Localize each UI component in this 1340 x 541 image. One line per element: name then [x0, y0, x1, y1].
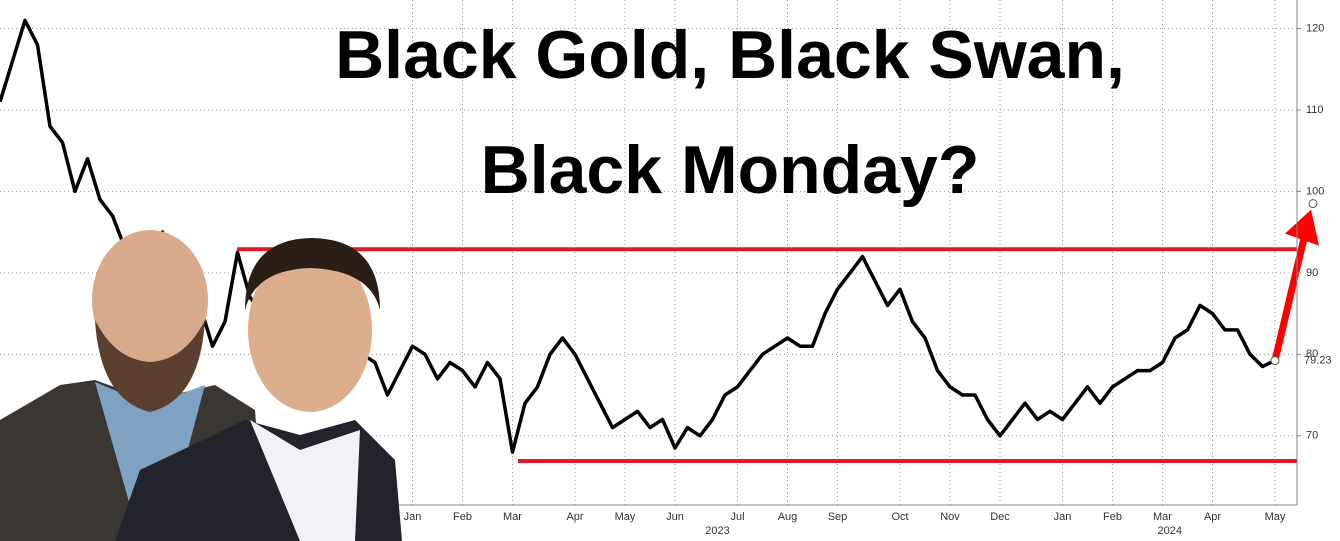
- x-tick-label: Dec: [990, 511, 1010, 523]
- y-tick-label: 100: [1306, 185, 1324, 197]
- photo-right-person: [115, 238, 402, 541]
- x-tick-label: Apr: [566, 511, 583, 523]
- x-tick-label: May: [1265, 511, 1286, 523]
- x-tick-label: Jul: [730, 511, 744, 523]
- arrow-head: [1285, 209, 1319, 246]
- x-tick-label: Jan: [1054, 511, 1072, 523]
- x-tick-label: Mar: [1153, 511, 1172, 523]
- x-tick-label: Apr: [1204, 511, 1221, 523]
- x-tick-label: Mar: [503, 511, 522, 523]
- last-value-label: 79.23: [1304, 354, 1332, 366]
- x-year-label: 2024: [1158, 525, 1182, 537]
- y-tick-label: 110: [1306, 104, 1324, 116]
- x-tick-label: Nov: [940, 511, 960, 523]
- y-tick-label: 120: [1306, 22, 1324, 34]
- hair: [245, 238, 380, 310]
- head: [92, 230, 208, 370]
- x-year-label: 2023: [705, 525, 729, 537]
- y-tick-label: 80: [1306, 348, 1318, 360]
- arrow-shaft: [1271, 224, 1311, 362]
- x-tick-label: Sep: [828, 511, 848, 523]
- beard: [95, 320, 205, 412]
- price-line: [0, 18, 1276, 454]
- target-marker: [1308, 199, 1318, 209]
- x-tick-label: Jan: [404, 511, 422, 523]
- axes: 70 80 90 100 110 120 Jan Feb Mar Apr May Jun Jul Aug S…: [404, 22, 1332, 536]
- plot-area: [0, 18, 1319, 464]
- title-block: Black Gold, Black Swan, Black Monday?: [335, 17, 1125, 208]
- x-tick-label: Oct: [891, 511, 908, 523]
- y-tick-label: 90: [1306, 267, 1318, 279]
- chart-title: Black Monday?: [481, 132, 980, 208]
- x-tick-label: May: [615, 511, 636, 523]
- x-tick-label: Aug: [778, 511, 798, 523]
- x-tick-label: Feb: [1103, 511, 1122, 523]
- last-point: [1270, 356, 1280, 366]
- x-tick-label: Jun: [666, 511, 684, 523]
- chart-title: Black Gold, Black Swan,: [335, 17, 1125, 93]
- shirt: [250, 420, 360, 541]
- x-tick-label: Feb: [453, 511, 472, 523]
- y-tick-label: 70: [1306, 430, 1318, 442]
- head: [248, 248, 372, 412]
